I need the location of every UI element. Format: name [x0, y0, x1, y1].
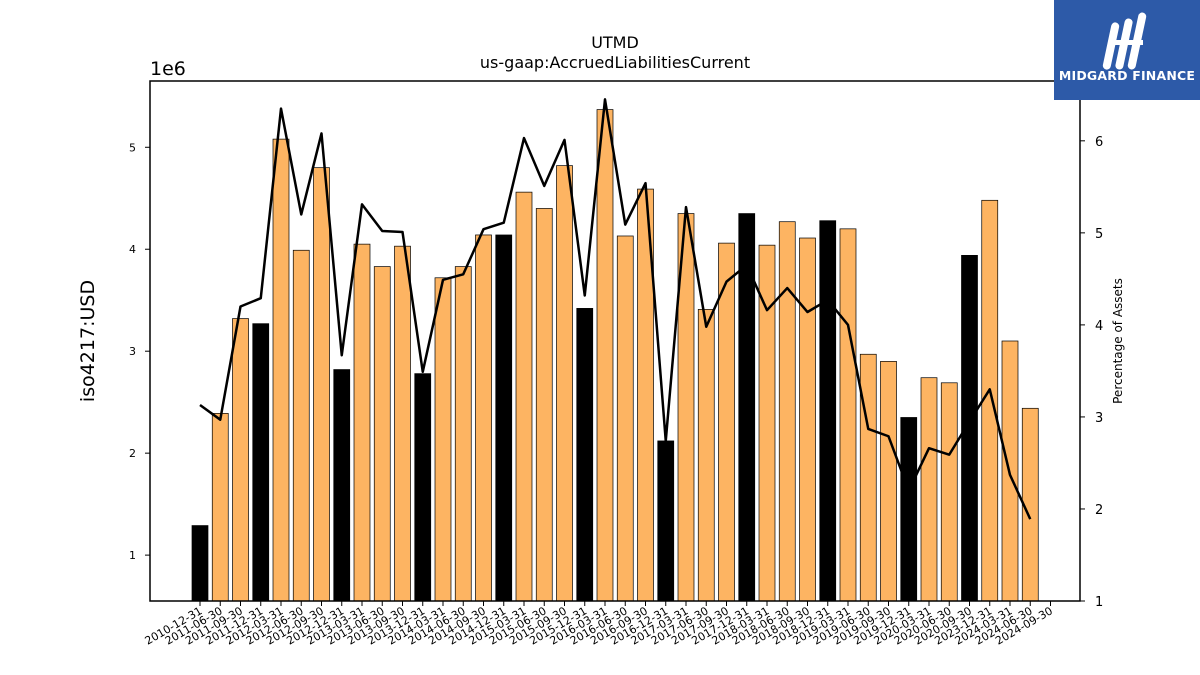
bar-2016-03-31 [596, 109, 614, 602]
bar-2019-03-31 [839, 228, 857, 602]
chart-subtitle: us-gaap:AccruedLiabilitiesCurrent [480, 53, 750, 72]
plot-frame [149, 80, 1081, 602]
bar-2018-12-31 [819, 220, 837, 602]
bar-2013-06-30 [373, 266, 391, 602]
bar-2020-03-31 [920, 377, 938, 602]
y-tick-label: 3 [129, 345, 136, 358]
x-axis-ticks: 2010-12-312011-06-302011-09-302011-12-31… [143, 601, 1055, 648]
bar-2011-09-30 [232, 318, 249, 602]
bar-2016-06-30 [616, 235, 634, 602]
y2-axis-label: Percentage of Assets [1111, 278, 1125, 404]
bar-2015-06-30 [535, 208, 553, 602]
y-tick-label: 2 [129, 447, 136, 460]
bar-2010-12-31 [191, 525, 209, 602]
bar-2015-09-30 [556, 165, 573, 602]
bar-2017-12-31 [738, 213, 756, 602]
y-axis-label: iso4217:USD [77, 280, 99, 402]
bar-2020-09-30 [961, 255, 978, 602]
bar-2018-09-30 [799, 237, 816, 602]
y-axis-ticks: 1 2 3 4 5 [129, 141, 150, 562]
bar-2015-03-31 [515, 191, 533, 602]
bar-2020-06-30 [940, 382, 958, 602]
bar-2017-06-30 [697, 309, 715, 602]
y-tick-label: 4 [129, 243, 136, 256]
bar-2023-12-31 [981, 199, 999, 602]
bar-series [191, 109, 1039, 602]
bar-2019-06-30 [859, 353, 877, 602]
bar-2014-12-31 [495, 234, 513, 602]
logo-mark-icon [1102, 12, 1147, 70]
bar-2016-12-31 [657, 440, 675, 602]
y2-tick-label: 5 [1095, 227, 1103, 242]
bar-2015-12-31 [576, 308, 594, 602]
y-tick-label: 1 [129, 549, 136, 562]
bar-2013-12-31 [414, 373, 432, 602]
bar-2014-03-31 [434, 277, 452, 602]
bar-2011-06-30 [211, 413, 229, 602]
y-scale-label: 1e6 [150, 58, 186, 80]
bar-2013-03-31 [353, 243, 371, 602]
bar-2012-06-30 [292, 249, 310, 602]
y2-tick-label: 4 [1095, 319, 1103, 334]
y2-axis-ticks: 1 2 3 4 5 6 [1080, 135, 1103, 610]
y2-tick-label: 3 [1095, 411, 1103, 426]
bar-2014-09-30 [475, 234, 492, 602]
logo-text: MIDGARD FINANCE [1058, 68, 1196, 83]
chart-title: UTMD [591, 33, 639, 52]
y2-tick-label: 1 [1095, 595, 1103, 610]
bar-2018-06-30 [778, 221, 796, 602]
bar-2019-12-31 [900, 417, 918, 602]
bar-2012-03-31 [272, 138, 290, 602]
bar-2013-09-30 [394, 245, 411, 602]
percentage-line [199, 98, 1032, 520]
bar-2014-06-30 [454, 266, 472, 602]
y2-tick-label: 6 [1095, 135, 1103, 150]
bar-2011-12-31 [252, 323, 270, 602]
logo: MIDGARD FINANCE [1054, 0, 1200, 100]
bar-2012-12-31 [333, 369, 351, 602]
y2-tick-label: 2 [1095, 503, 1103, 518]
bar-2019-09-30 [880, 361, 897, 602]
y-tick-label: 5 [129, 141, 136, 154]
percentage-line-series [199, 98, 1032, 520]
bar-2012-09-30 [313, 167, 330, 602]
